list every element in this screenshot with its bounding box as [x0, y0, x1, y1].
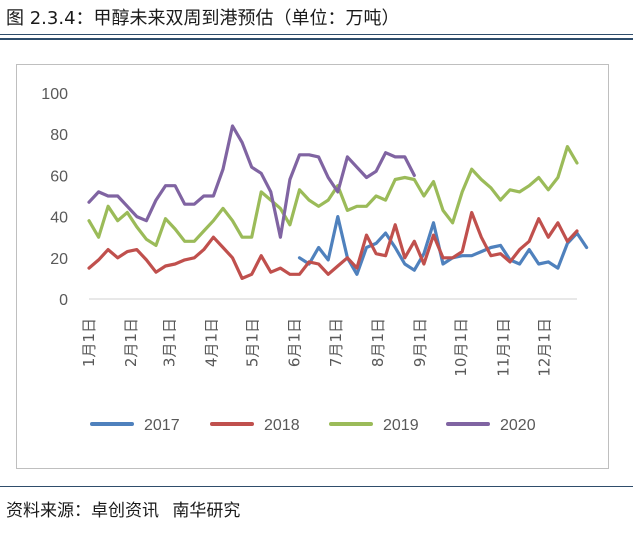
- legend-label-2019: 2019: [383, 417, 419, 434]
- x-tick-label: 3月1日: [160, 318, 178, 367]
- legend-label-2017: 2017: [144, 417, 180, 434]
- x-tick-label: 4月1日: [202, 318, 220, 367]
- x-tick-label: 9月1日: [411, 318, 429, 367]
- source-line: 资料来源：卓创资讯 南华研究: [6, 496, 248, 521]
- x-tick-label: 5月1日: [244, 318, 262, 367]
- title-rule-thick: [0, 38, 633, 40]
- source-label: 资料来源：卓创资讯: [6, 501, 159, 521]
- source-org: 南华研究: [172, 501, 241, 521]
- legend-label-2018: 2018: [264, 417, 300, 434]
- y-tick-label: 60: [50, 168, 68, 185]
- x-tick-label: 12月1日: [535, 318, 553, 377]
- legend-label-2020: 2020: [500, 417, 536, 434]
- y-tick-label: 100: [41, 86, 68, 103]
- x-tick-label: 6月1日: [286, 318, 304, 367]
- chart-frame: [16, 64, 609, 469]
- series-line-2020: [87, 124, 416, 239]
- y-tick-label: 40: [50, 210, 68, 227]
- title-rule: [0, 34, 633, 35]
- series-line-2018: [87, 210, 579, 280]
- x-tick-label: 11月1日: [494, 318, 512, 377]
- x-tick-label: 7月1日: [327, 318, 345, 367]
- series-line-2019: [87, 145, 579, 247]
- x-tick-label: 1月1日: [80, 318, 98, 367]
- y-tick-label: 0: [59, 292, 68, 309]
- y-tick-label: 20: [50, 251, 68, 268]
- x-tick-label: 2月1日: [122, 318, 140, 367]
- x-tick-label: 8月1日: [369, 318, 387, 367]
- figure-title: 图 2.3.4：甲醇未来双周到港预估（单位：万吨）: [6, 8, 400, 29]
- source-rule: [0, 486, 633, 487]
- y-tick-label: 80: [50, 127, 68, 144]
- x-tick-label: 10月1日: [452, 318, 470, 377]
